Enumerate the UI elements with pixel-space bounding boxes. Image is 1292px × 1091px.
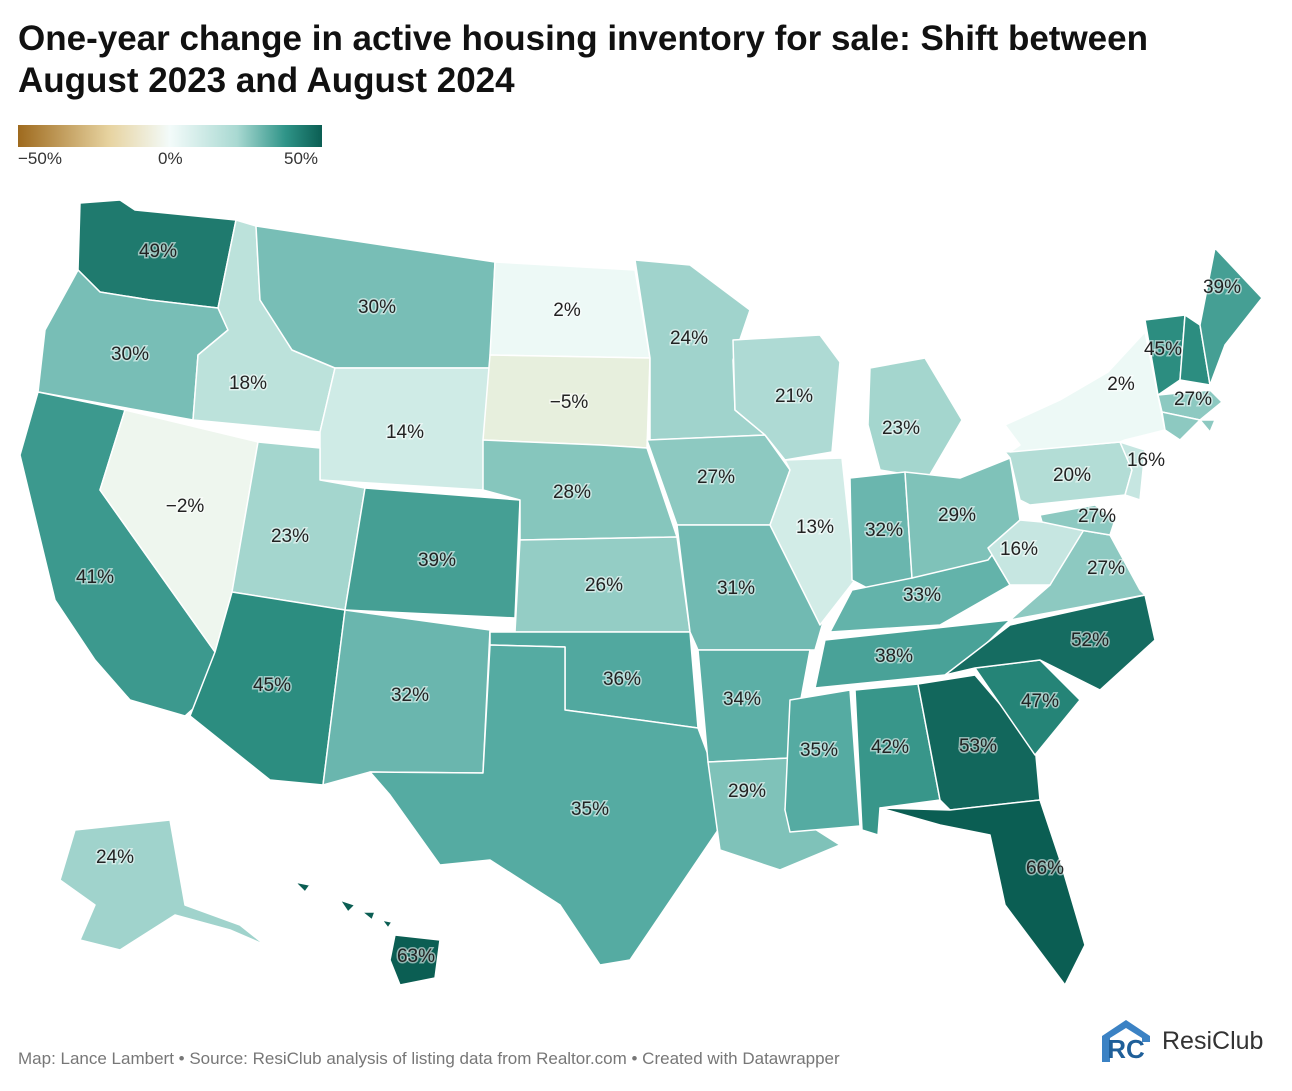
state-nj[interactable]: [1119, 441, 1146, 501]
state-label-ak: 24%: [96, 847, 134, 868]
state-ak[interactable]: [59, 819, 266, 951]
state-label-me: 39%: [1203, 277, 1241, 298]
legend-mid-label: 0%: [158, 149, 183, 168]
state-label-ok: 36%: [603, 669, 641, 690]
resiclub-logo-icon: RC: [1102, 1020, 1150, 1064]
state-label-az: 45%: [253, 675, 291, 696]
state-label-il: 13%: [796, 517, 834, 538]
state-label-wa: 49%: [139, 241, 177, 262]
state-wy[interactable]: [319, 367, 491, 491]
state-label-ar: 34%: [723, 689, 761, 710]
state-label-sc: 47%: [1021, 691, 1059, 712]
state-label-ne: 28%: [553, 482, 591, 503]
state-label-id: 18%: [229, 373, 267, 394]
state-fl[interactable]: [879, 799, 1086, 986]
svg-text:RC: RC: [1107, 1034, 1145, 1064]
state-il[interactable]: [769, 457, 856, 626]
state-ny[interactable]: [1004, 331, 1166, 453]
legend-max-label: 50%: [284, 149, 319, 168]
state-label-va: 27%: [1087, 558, 1125, 579]
state-label-ga: 53%: [959, 736, 997, 757]
legend-color-scale: [18, 125, 322, 147]
state-label-vt: 45%: [1144, 339, 1182, 360]
state-label-ut: 23%: [271, 526, 309, 547]
state-label-fl: 66%: [1026, 858, 1064, 879]
state-md[interactable]: [1039, 504, 1116, 536]
state-label-oh: 29%: [938, 505, 976, 526]
state-label-tn: 38%: [875, 646, 913, 667]
state-label-pa: 20%: [1053, 465, 1091, 486]
state-hi[interactable]: [294, 881, 441, 986]
state-label-ks: 26%: [585, 575, 623, 596]
state-ct[interactable]: [1161, 411, 1201, 441]
color-legend: −50% 0% 50%: [18, 125, 324, 169]
source-credit: Map: Lance Lambert • Source: ResiClub an…: [18, 1049, 840, 1068]
state-label-ny: 2%: [1107, 374, 1135, 395]
state-tx[interactable]: [369, 644, 719, 966]
state-label-nj: 16%: [1127, 450, 1165, 471]
state-ms[interactable]: [784, 689, 861, 833]
state-label-wi: 21%: [775, 386, 813, 407]
state-label-nm: 32%: [391, 685, 429, 706]
state-label-nd: 2%: [553, 300, 581, 321]
state-label-wy: 14%: [386, 422, 424, 443]
state-label-nc: 52%: [1071, 630, 1109, 651]
chart-title: One-year change in active housing invent…: [18, 19, 1148, 100]
state-ri[interactable]: [1199, 419, 1216, 433]
state-label-ma: 27%: [1174, 389, 1212, 410]
state-label-nv: −2%: [166, 496, 205, 517]
state-wi[interactable]: [732, 334, 841, 461]
state-label-ca: 41%: [76, 567, 114, 588]
state-label-la: 29%: [728, 781, 766, 802]
state-label-mi: 23%: [882, 418, 920, 439]
state-label-md: 27%: [1078, 506, 1116, 527]
state-label-wv: 16%: [1000, 539, 1038, 560]
state-label-tx: 35%: [571, 799, 609, 820]
state-label-or: 30%: [111, 344, 149, 365]
state-label-ky: 33%: [903, 585, 941, 606]
state-co[interactable]: [344, 487, 521, 619]
brand-logo: RC ResiClub: [1098, 1018, 1263, 1064]
state-label-mo: 31%: [717, 578, 755, 599]
state-label-hi: 63%: [397, 946, 435, 967]
state-label-al: 42%: [871, 737, 909, 758]
state-nc[interactable]: [944, 594, 1156, 691]
state-label-sd: −5%: [550, 392, 589, 413]
brand-name: ResiClub: [1162, 1026, 1264, 1055]
state-ma[interactable]: [1157, 389, 1223, 421]
state-label-mt: 30%: [358, 297, 396, 318]
legend-min-label: −50%: [18, 149, 62, 168]
state-label-ms: 35%: [800, 740, 838, 761]
state-label-co: 39%: [418, 550, 456, 571]
state-label-mn: 24%: [670, 328, 708, 349]
state-label-ia: 27%: [697, 467, 735, 488]
state-me[interactable]: [1199, 247, 1263, 386]
state-label-in: 32%: [865, 520, 903, 541]
